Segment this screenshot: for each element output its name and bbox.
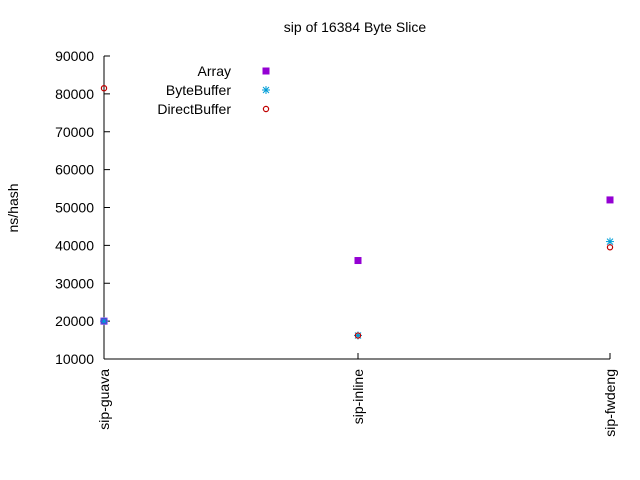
x-tick-label: sip-inline bbox=[350, 369, 366, 424]
point-bytebuffer bbox=[100, 317, 108, 326]
y-axis-label: ns/hash bbox=[5, 183, 21, 232]
data-marks bbox=[100, 84, 614, 340]
series-array bbox=[100, 196, 614, 325]
y-tick-label: 20000 bbox=[55, 313, 94, 329]
y-tick-label: 60000 bbox=[55, 162, 94, 178]
y-tick-label: 90000 bbox=[55, 48, 94, 64]
y-tick-label: 40000 bbox=[55, 237, 94, 253]
y-tick-label: 80000 bbox=[55, 86, 94, 102]
point-bytebuffer-stroke bbox=[100, 317, 108, 325]
series-bytebuffer bbox=[100, 237, 614, 340]
y-tick-label: 10000 bbox=[55, 351, 94, 367]
legend-label: Array bbox=[198, 63, 231, 79]
legend-marker-directbuffer bbox=[262, 105, 270, 113]
point-directbuffer bbox=[606, 244, 614, 251]
x-ticks: sip-guava sip-inline sip-fwdeng bbox=[96, 353, 618, 437]
point-directbuffer bbox=[354, 332, 362, 339]
y-tick-label: 70000 bbox=[55, 124, 94, 140]
legend: Array ByteBuffer DirectBuffer bbox=[157, 63, 270, 117]
legend-label: ByteBuffer bbox=[166, 82, 231, 98]
legend-marker-bytebuffer-stroke bbox=[262, 86, 270, 94]
point-array bbox=[606, 196, 614, 204]
legend-marker-bytebuffer bbox=[262, 86, 270, 94]
y-ticks: 10000 20000 30000 40000 50000 60000 70000 80000… bbox=[55, 48, 110, 367]
legend-marker-array bbox=[262, 67, 270, 75]
x-tick-label: sip-fwdeng bbox=[602, 369, 618, 437]
series-directbuffer bbox=[100, 84, 614, 339]
point-directbuffer bbox=[100, 84, 108, 92]
x-tick-label: sip-guava bbox=[96, 369, 112, 430]
y-tick-label: 50000 bbox=[55, 200, 94, 216]
point-bytebuffer-stroke bbox=[606, 238, 614, 245]
y-tick-label: 30000 bbox=[55, 275, 94, 291]
point-array bbox=[354, 257, 362, 265]
chart-title: sip of 16384 Byte Slice bbox=[284, 19, 427, 35]
legend-label: DirectBuffer bbox=[157, 101, 231, 117]
